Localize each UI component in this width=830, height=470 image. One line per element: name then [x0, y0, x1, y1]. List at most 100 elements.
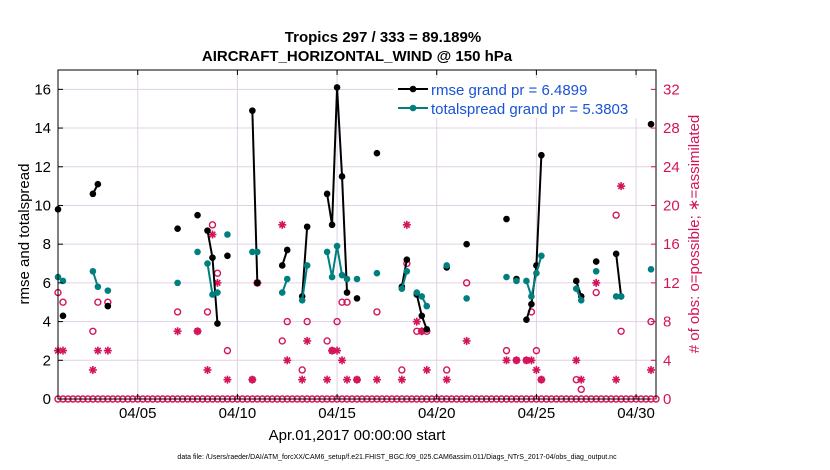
obs-possible-marker: [443, 366, 451, 374]
obs-assimilated-marker: [103, 346, 112, 355]
spread-point: [333, 242, 341, 250]
obs-assimilated-marker: [647, 365, 656, 374]
obs-possible-marker: [512, 356, 521, 364]
spread-point: [298, 297, 306, 304]
y-tick-label: 16: [34, 81, 51, 98]
obs-assimilated-marker: [203, 365, 212, 374]
y-right-tick-label: 28: [663, 120, 680, 137]
chart-subtitle: AIRCRAFT_HORIZONTAL_WIND @ 150 hPa: [202, 48, 513, 65]
obs-assimilated-marker: [532, 365, 541, 374]
plot-area-frame: [57, 69, 657, 400]
y-tick-label: 4: [43, 314, 51, 331]
spread-point: [538, 252, 545, 260]
spread-point: [577, 297, 585, 304]
rmse-point: [323, 190, 331, 198]
obs-possible-marker: [248, 375, 257, 384]
spread-point: [528, 293, 535, 300]
y-right-tick-label: 20: [663, 197, 680, 214]
spread-point: [403, 267, 411, 275]
spread-point: [283, 275, 291, 283]
rmse-point: [194, 211, 201, 219]
spread-point: [89, 267, 97, 275]
obs-assimilated-marker: [278, 220, 287, 229]
obs-possible-marker: [617, 327, 625, 335]
rmse-point: [343, 289, 351, 296]
obs-possible-marker: [462, 279, 471, 287]
spread-point: [104, 287, 112, 294]
y-tick-label: 12: [34, 159, 51, 176]
obs-assimilated-marker: [58, 346, 67, 355]
obs-assimilated-marker: [592, 278, 601, 287]
obs-possible-marker: [323, 337, 331, 345]
x-tick-label: 04/25: [518, 405, 556, 422]
obs-possible-marker: [223, 346, 232, 355]
spread-point: [523, 277, 530, 285]
spread-point: [204, 260, 211, 267]
obs-possible-marker: [577, 385, 585, 394]
obs-possible-marker: [522, 356, 531, 364]
obs-assimilated-marker: [338, 356, 347, 365]
rmse-point: [224, 252, 231, 260]
rmse-point: [423, 326, 431, 333]
obs-assimilated-marker: [402, 220, 411, 229]
obs-possible-marker: [592, 288, 600, 297]
spread-line-segment: [525, 255, 543, 301]
marks-layer: [54, 84, 660, 403]
y-right-tick-label: 0: [663, 391, 671, 408]
obs-possible-marker: [537, 375, 546, 384]
obs-possible-marker: [89, 327, 97, 335]
rmse-point: [373, 149, 381, 157]
x-axis-label: Apr.01,2017 00:00:00 start: [269, 427, 447, 444]
obs-assimilated-marker: [572, 356, 581, 365]
spread-point: [353, 275, 361, 283]
obs-possible-marker: [612, 211, 620, 219]
obs-possible-marker: [373, 308, 381, 316]
rmse-point: [338, 173, 346, 180]
rmse-point: [209, 254, 216, 262]
obs-assimilated-marker: [213, 278, 222, 287]
obs-assimilated-marker: [208, 230, 217, 239]
obs-possible-marker: [413, 327, 421, 335]
spread-point: [463, 295, 470, 302]
obs-possible-marker: [328, 346, 336, 355]
rmse-point: [283, 246, 291, 254]
spread-point: [174, 279, 181, 287]
spread-point: [572, 285, 580, 292]
rmse-point: [328, 221, 336, 229]
obs-assimilated-marker: [502, 356, 511, 365]
x-tick-label: 04/20: [418, 405, 456, 422]
rmse-point: [59, 312, 67, 320]
rmse-point: [523, 316, 530, 323]
obs-possible-marker: [502, 346, 511, 355]
rmse-point: [418, 312, 426, 320]
obs-possible-marker: [203, 308, 212, 316]
obs-possible-marker: [398, 366, 406, 374]
spread-point: [617, 293, 625, 300]
axis-layer: 04/05 04/10 04/15 04/20 04/25 04/300246810121…: [34, 70, 680, 422]
obs-assimilated-marker: [462, 336, 471, 345]
obs-possible-marker: [208, 221, 217, 229]
spread-point: [209, 291, 216, 298]
legend-spread-marker: [409, 104, 417, 112]
rmse-point: [612, 250, 620, 258]
x-tick-label: 04/10: [219, 405, 257, 422]
rmse-line-segment: [615, 253, 623, 297]
spread-point: [94, 283, 102, 291]
x-tick-label: 04/05: [119, 405, 157, 422]
legend-spread-label: totalspread grand pr = 5.3803: [431, 101, 628, 118]
spread-point: [343, 275, 351, 283]
obs-possible-marker: [213, 269, 222, 277]
obs-assimilated-marker: [372, 375, 381, 384]
spread-point: [214, 289, 221, 296]
grid-layer: [58, 70, 656, 400]
obs-possible-marker: [59, 298, 67, 306]
x-tick-label: 04/30: [617, 405, 655, 422]
spread-point: [249, 248, 256, 256]
obs-assimilated-marker: [343, 375, 352, 384]
obs-possible-marker: [333, 317, 341, 326]
rmse-point: [214, 320, 221, 327]
rmse-point: [503, 215, 510, 223]
y-axis-right-label: # of obs: o=possible; ∗=assimilated: [686, 115, 703, 354]
obs-assimilated-marker: [617, 182, 626, 191]
